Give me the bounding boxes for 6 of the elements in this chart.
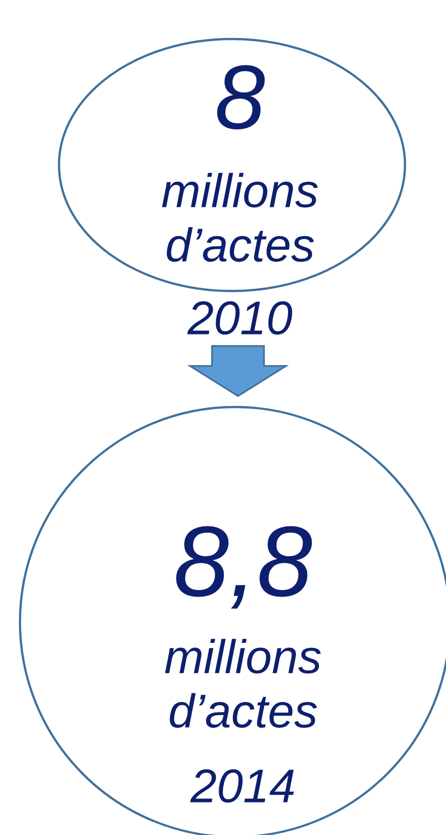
data-label: 8 [217, 65, 265, 130]
category-label: 2014 [190, 769, 294, 803]
text: millions d’actes [162, 172, 318, 262]
category-label: 2010 [187, 301, 292, 335]
text: millions d’actes [165, 638, 321, 728]
data-label: 8,8 [176, 526, 312, 609]
